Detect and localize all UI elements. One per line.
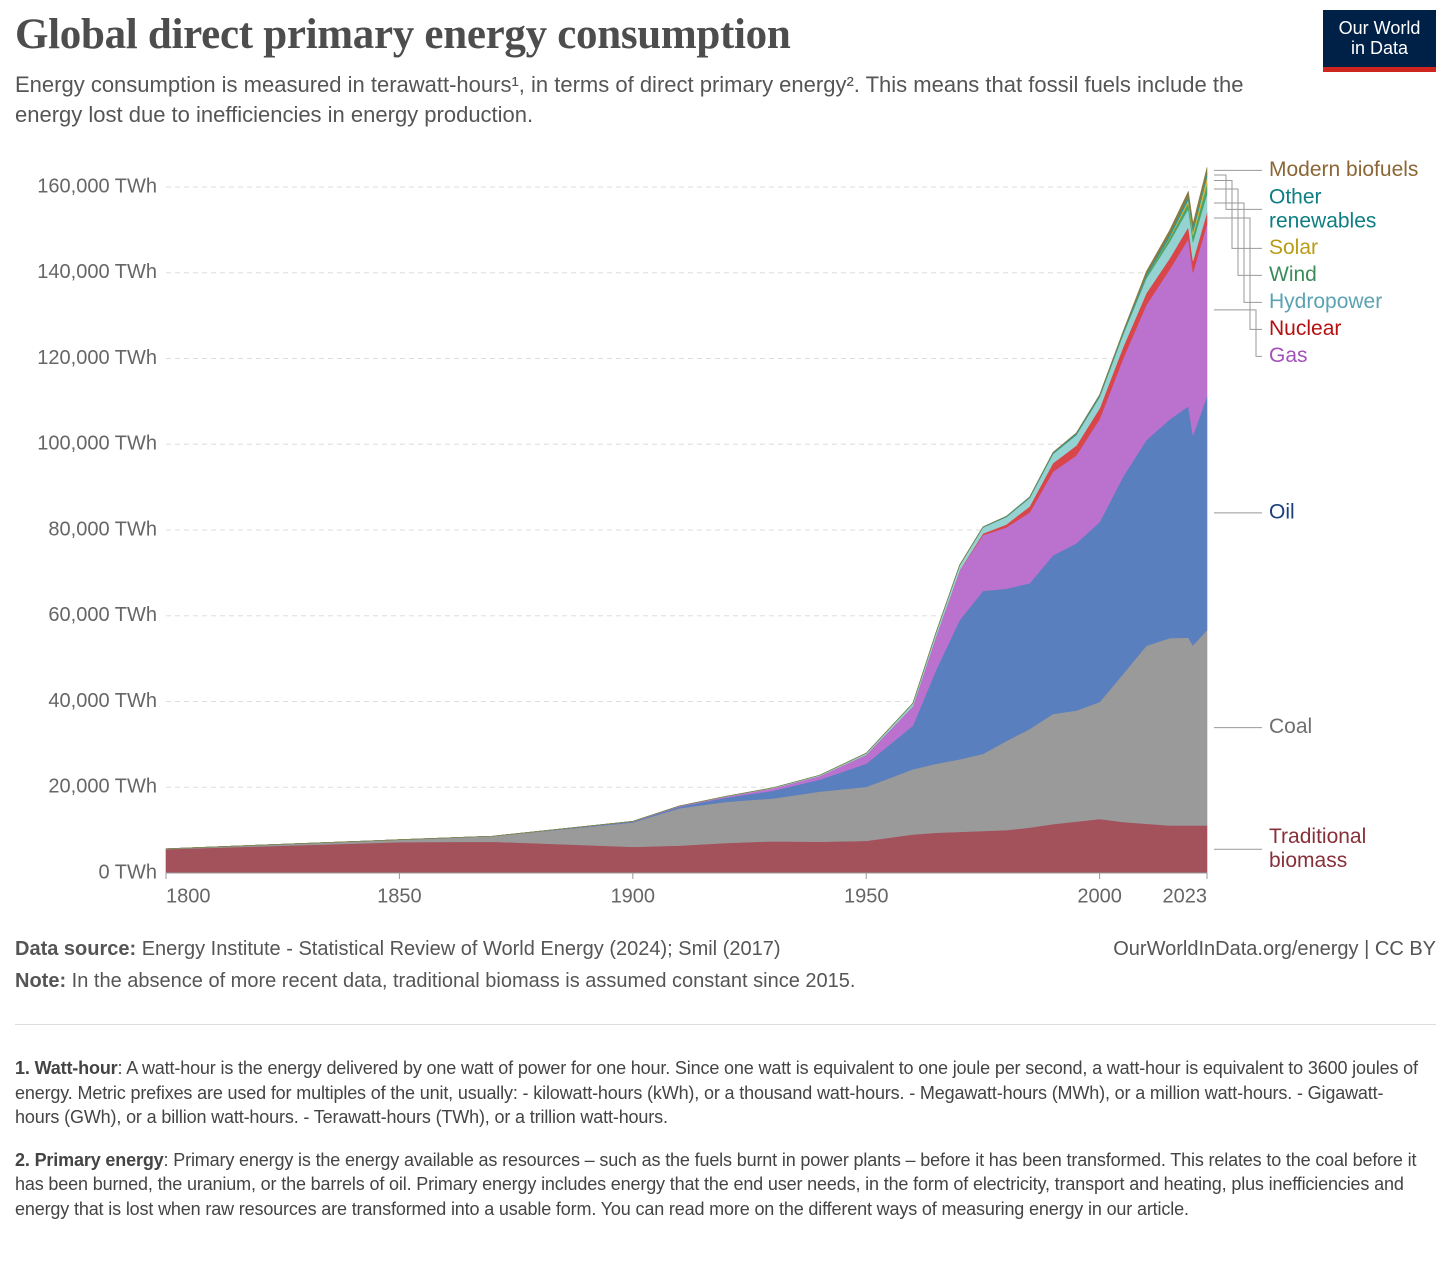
x-tick-label: 2000 — [1077, 885, 1122, 907]
y-tick-label: 100,000 TWh — [37, 433, 157, 455]
series-label: Gas — [1269, 344, 1308, 367]
footnotes: 1. Watt-hour: A watt-hour is the energy … — [15, 1056, 1425, 1239]
series-label: Other renewables — [1269, 185, 1376, 232]
series-label: Coal — [1269, 715, 1312, 738]
y-tick-label: 0 TWh — [98, 861, 157, 883]
label-connector — [1214, 309, 1262, 357]
footnote-label: 2. Primary energy — [15, 1149, 164, 1170]
label-connector — [1214, 179, 1262, 249]
series-label: Wind — [1269, 263, 1317, 286]
series-label: Oil — [1269, 500, 1295, 523]
label-connector — [1214, 202, 1262, 303]
source-label: Data source: — [15, 938, 137, 960]
y-tick-label: 120,000 TWh — [37, 347, 157, 369]
note: In the absence of more recent data, trad… — [71, 970, 856, 992]
footnote: 1. Watt-hour: A watt-hour is the energy … — [15, 1056, 1425, 1130]
y-tick-label: 40,000 TWh — [48, 690, 157, 712]
logo-text: Our World — [1338, 18, 1421, 38]
note-line: Note: In the absence of more recent data… — [15, 970, 855, 993]
footnote: 2. Primary energy: Primary energy is the… — [15, 1148, 1425, 1222]
logo[interactable]: Our World in Data — [1323, 10, 1436, 72]
footnote-text: : A watt-hour is the energy delivered by… — [15, 1058, 1418, 1127]
series-label: Hydropower — [1269, 290, 1382, 313]
series-label: Solar — [1269, 236, 1318, 259]
logo-text: in Data — [1350, 38, 1409, 58]
x-tick-label: 1850 — [377, 885, 422, 907]
license: | CC BY — [1364, 938, 1436, 960]
label-connector — [1214, 188, 1262, 276]
url-line: OurWorldInData.org/energy | CC BY — [1113, 938, 1436, 961]
x-tick-label: 1950 — [844, 885, 889, 907]
chart-title: Global direct primary energy consumption — [15, 11, 791, 58]
y-tick-label: 80,000 TWh — [48, 518, 157, 540]
footnote-text: : Primary energy is the energy available… — [15, 1149, 1417, 1219]
footnote-label: 1. Watt-hour — [15, 1058, 118, 1078]
source-line: Data source: Energy Institute - Statisti… — [15, 938, 781, 961]
x-tick-label: 1900 — [611, 885, 656, 907]
y-tick-label: 60,000 TWh — [48, 604, 157, 626]
series-label: Traditional biomass — [1269, 825, 1372, 872]
y-tick-label: 160,000 TWh — [37, 175, 157, 197]
source: Energy Institute - Statistical Review of… — [141, 938, 781, 960]
chart: 0 TWh 20,000 TWh 40,000 TWh 60,000 TWh 80,00… — [37, 158, 1418, 907]
chart-subtitle: Energy consumption is measured in terawa… — [15, 72, 1244, 127]
note-label: Note: — [15, 970, 67, 992]
series-label: Modern biofuels — [1269, 158, 1418, 181]
y-tick-label: 140,000 TWh — [37, 261, 157, 283]
divider — [15, 1024, 1436, 1025]
x-tick-label: 1800 — [166, 885, 211, 907]
y-tick-label: 20,000 TWh — [48, 776, 157, 798]
url[interactable]: OurWorldInData.org/energy — [1113, 938, 1359, 960]
series-label: Nuclear — [1269, 317, 1341, 340]
area — [165, 167, 1208, 850]
x-tick-label: 2023 — [1163, 885, 1208, 907]
